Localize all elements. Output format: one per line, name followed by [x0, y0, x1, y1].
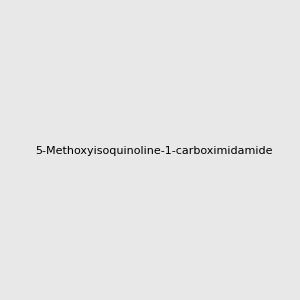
- Text: 5-Methoxyisoquinoline-1-carboximidamide: 5-Methoxyisoquinoline-1-carboximidamide: [35, 146, 272, 157]
